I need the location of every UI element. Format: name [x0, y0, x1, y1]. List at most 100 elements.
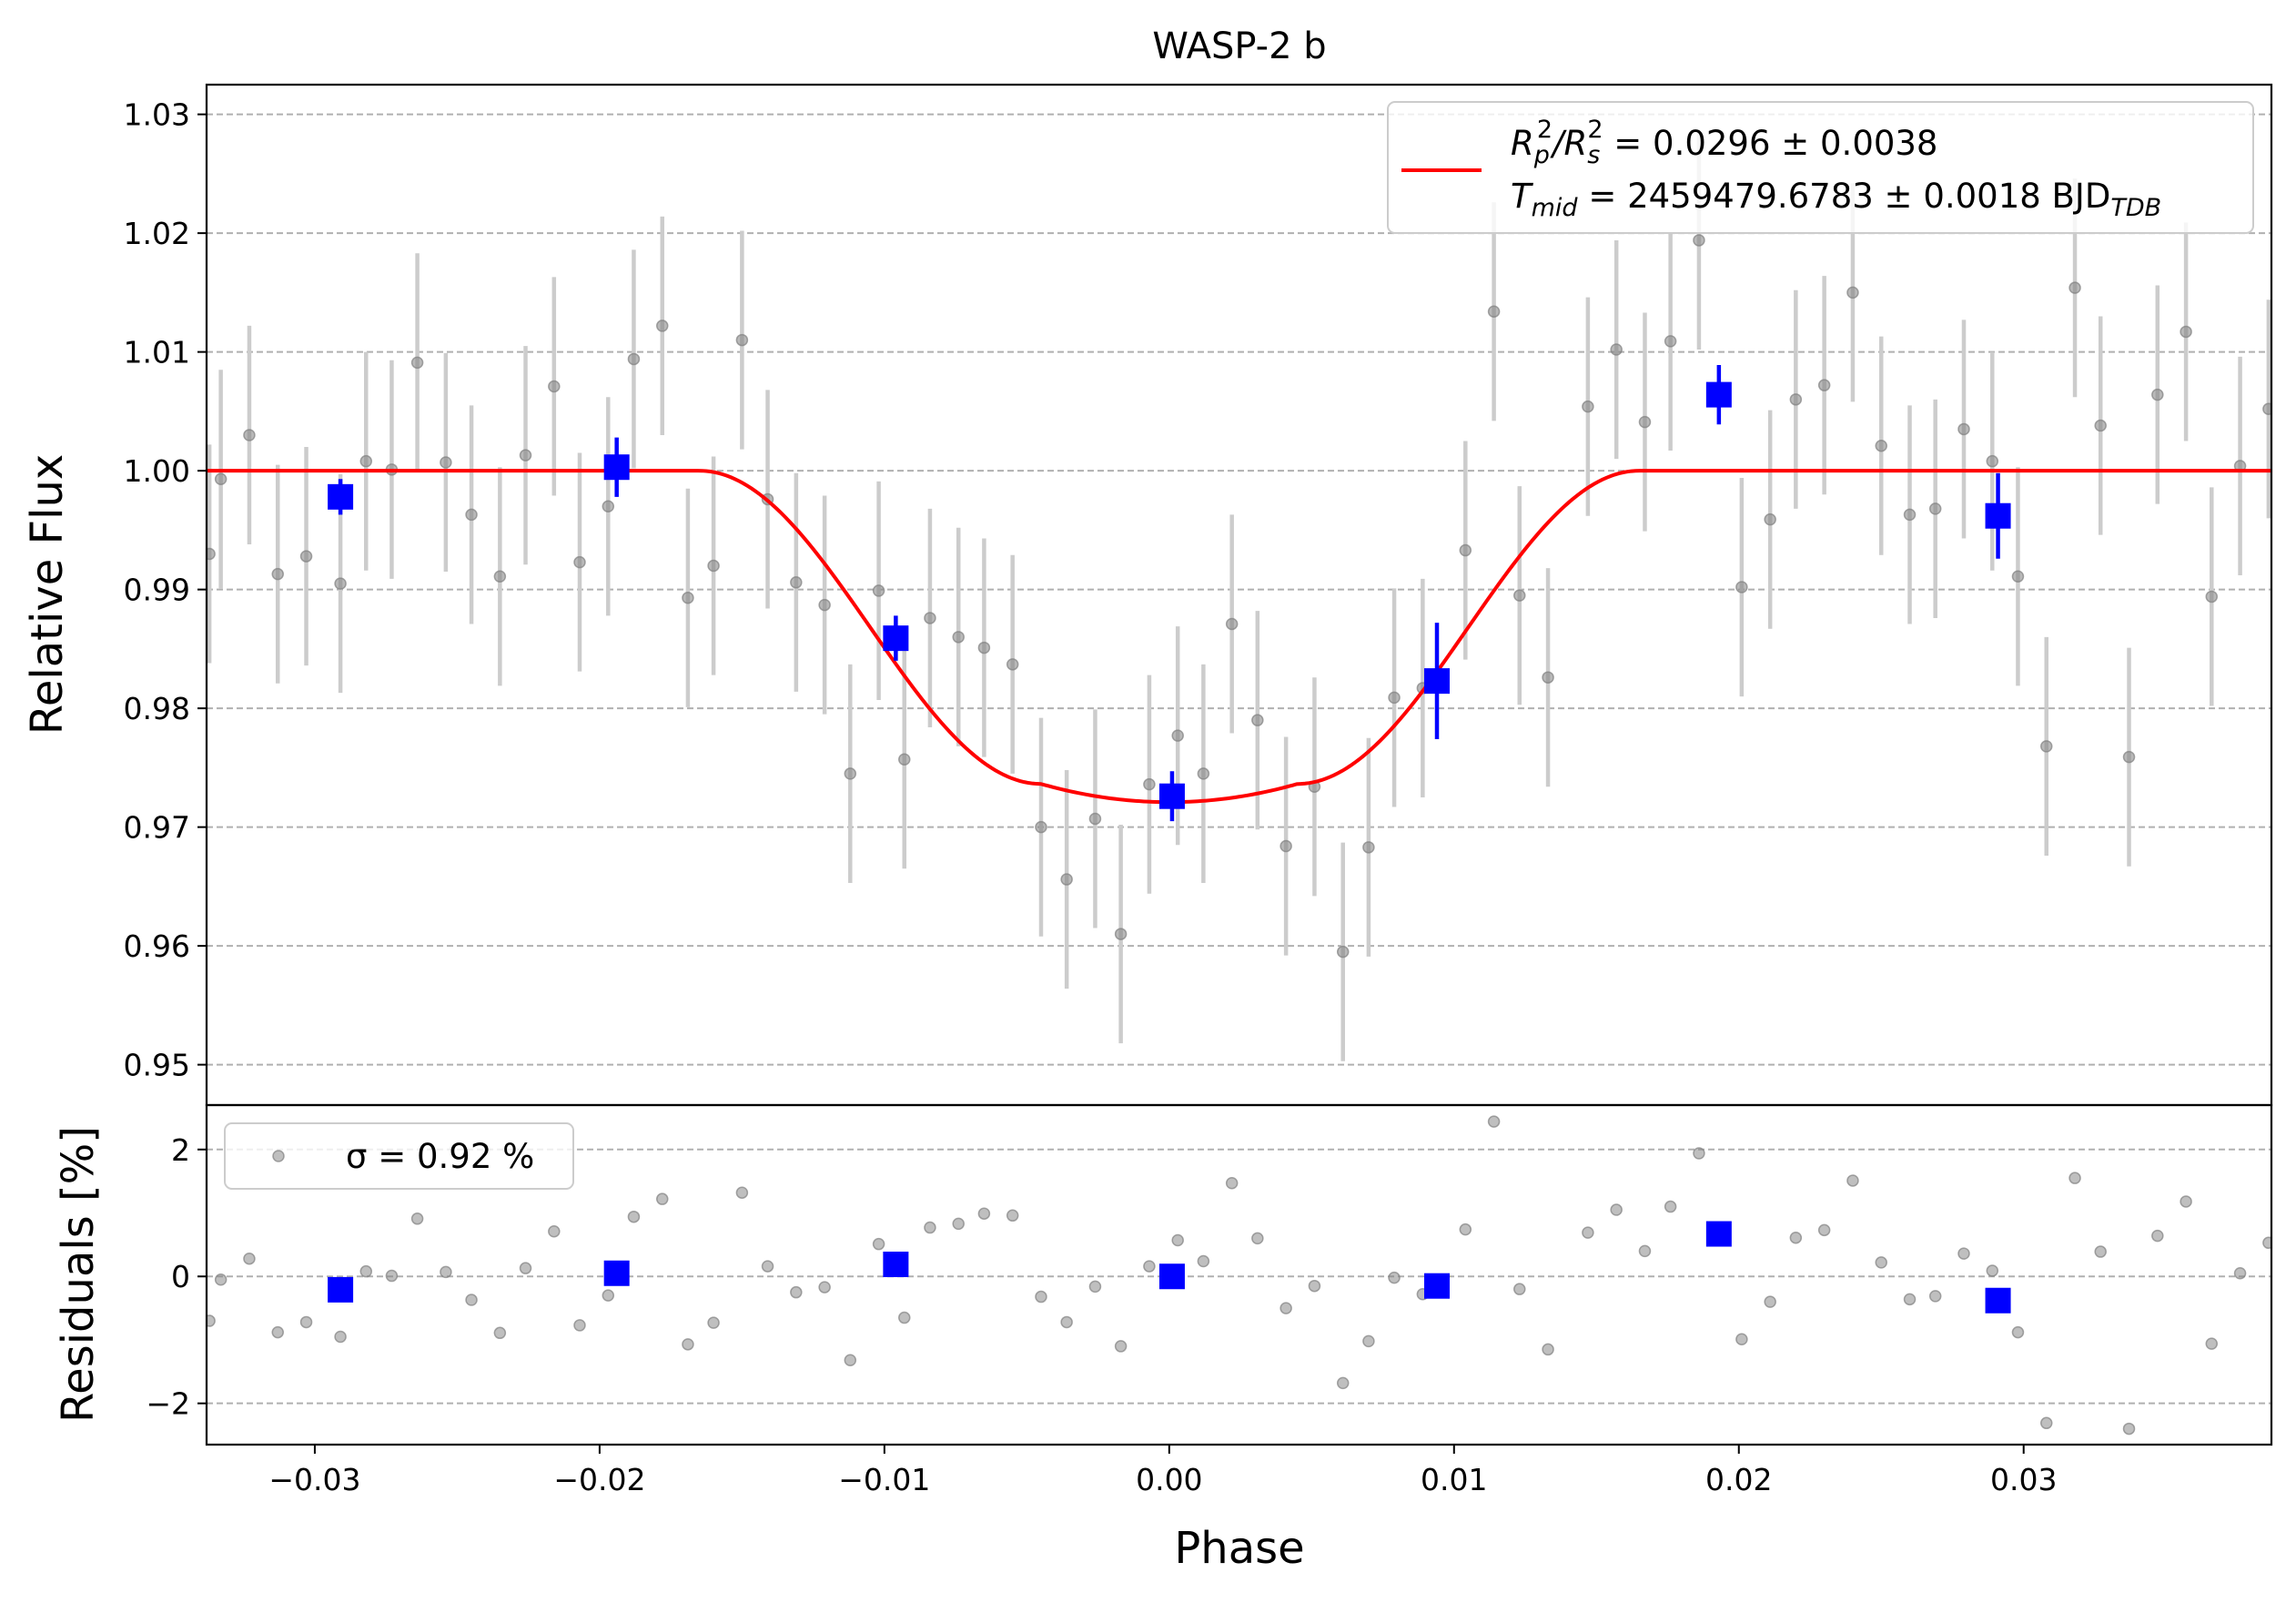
residual-point	[790, 1285, 803, 1299]
data-point	[1143, 777, 1156, 791]
residual-point	[2262, 1236, 2271, 1250]
data-point	[1171, 729, 1184, 742]
data-point	[1487, 305, 1501, 319]
data-point	[1388, 691, 1401, 705]
binned-point	[1985, 502, 2011, 529]
binned-residual-point	[1985, 1287, 2011, 1314]
x-tick-label: −0.02	[553, 1462, 645, 1497]
residual-point	[655, 1192, 669, 1205]
data-point	[299, 550, 313, 563]
data-point	[844, 767, 857, 780]
data-point	[2094, 419, 2107, 432]
data-point	[2122, 750, 2136, 764]
data-point	[1197, 767, 1210, 780]
data-point	[1251, 714, 1264, 726]
residual-point	[2011, 1325, 2025, 1339]
data-point	[898, 753, 911, 766]
binned-residual-point	[1424, 1273, 1451, 1299]
data-point	[2040, 740, 2053, 753]
residual-point	[2040, 1416, 2053, 1430]
binned-point	[1705, 381, 1732, 408]
binned-residual-point	[328, 1276, 354, 1303]
residual-point	[1060, 1315, 1073, 1329]
data-point	[1789, 393, 1803, 406]
residual-point	[627, 1210, 641, 1223]
residual-point	[977, 1207, 991, 1220]
x-axis-label: Phase	[1174, 1523, 1304, 1574]
binned-residual-point	[1158, 1263, 1185, 1290]
data-point	[1764, 512, 1776, 526]
residual-point	[410, 1212, 424, 1225]
residual-point	[299, 1315, 313, 1329]
residual-point	[465, 1294, 478, 1306]
residual-point	[1143, 1260, 1156, 1273]
residual-point	[602, 1289, 615, 1302]
data-point	[573, 555, 586, 569]
residual-point	[1542, 1343, 1554, 1356]
residual-point	[2180, 1195, 2192, 1208]
residual-point	[1362, 1334, 1375, 1348]
top-y-tick-label: 0.96	[124, 928, 190, 964]
residual-points	[207, 1115, 2271, 1436]
data-point	[1693, 234, 1705, 247]
data-point	[1610, 343, 1623, 356]
residual-point	[440, 1265, 452, 1279]
residual-point	[271, 1325, 284, 1339]
residual-point	[1513, 1283, 1526, 1295]
binned-residual-point	[1705, 1221, 1732, 1247]
residual-legend: σ = 0.92 %	[224, 1122, 574, 1190]
model-legend-depth: Rp2/Rs2 = 0.0296 ± 0.0038	[1511, 116, 1937, 169]
data-point	[1928, 502, 1942, 515]
data-point	[1986, 454, 1999, 468]
binned-residual-point	[883, 1251, 909, 1277]
residual-point	[1388, 1271, 1401, 1284]
data-point	[1513, 589, 1526, 602]
residual-point	[1251, 1232, 1264, 1245]
top-plot-area	[207, 130, 2271, 1061]
x-tick-label: 0.02	[1705, 1462, 1772, 1497]
residual-point	[548, 1224, 561, 1238]
residual-point	[1664, 1200, 1677, 1213]
residual-point	[243, 1252, 256, 1265]
residual-legend-marker	[272, 1150, 285, 1162]
data-point	[1582, 400, 1594, 413]
residual-point	[1764, 1295, 1776, 1308]
residual-point	[1006, 1209, 1019, 1223]
data-point	[1279, 839, 1292, 853]
residual-point	[2122, 1422, 2136, 1436]
data-point	[440, 456, 452, 469]
bottom-plot-area	[207, 1115, 2271, 1436]
top-panel-y-ticks: 0.95 0.96 0.97 0.98 0.99 1.00 1.01 1.02 1.03	[124, 97, 207, 1083]
bottom-y-tick-label: 2	[171, 1132, 190, 1168]
residual-point	[385, 1269, 399, 1283]
data-point	[655, 320, 669, 332]
binned-point	[603, 454, 630, 481]
residual-point	[2205, 1337, 2219, 1350]
top-y-tick-label: 0.95	[124, 1048, 190, 1083]
residual-point	[207, 1314, 216, 1327]
residual-point	[761, 1260, 774, 1273]
data-point	[1957, 422, 1970, 436]
data-point	[465, 508, 478, 522]
data-point	[977, 641, 991, 654]
bottom-y-tick-label: −2	[146, 1386, 190, 1422]
data-point	[1362, 841, 1375, 854]
top-y-tick-label: 1.00	[124, 453, 190, 489]
residual-point	[872, 1237, 885, 1251]
residual-point	[2068, 1172, 2081, 1184]
x-tick-label: 0.03	[1990, 1462, 2057, 1497]
model-legend-box	[1387, 101, 2254, 234]
data-point	[1903, 508, 1917, 522]
data-point	[682, 592, 694, 604]
top-y-tick-label: 1.02	[124, 216, 190, 251]
residual-point	[1638, 1244, 1652, 1258]
binned-residual-points	[328, 1221, 2011, 1314]
residual-point	[1114, 1340, 1128, 1353]
data-point	[271, 567, 284, 581]
data-point	[1088, 812, 1102, 826]
residual-point	[1035, 1290, 1047, 1304]
data-point	[519, 449, 532, 462]
data-point	[1817, 379, 1831, 391]
binned-residual-point	[603, 1260, 630, 1286]
data-point	[1875, 439, 1887, 452]
